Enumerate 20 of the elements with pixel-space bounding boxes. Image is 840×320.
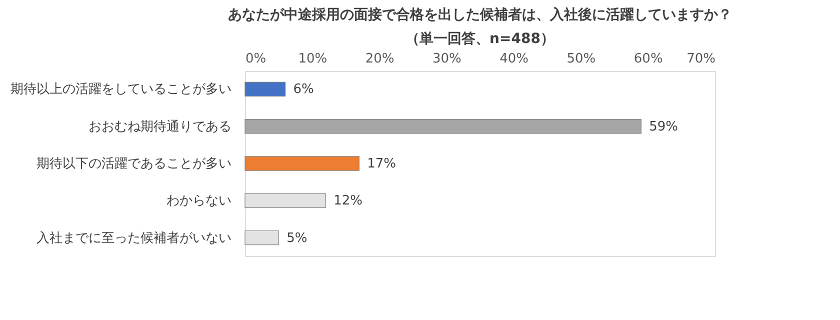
data-label: 5% xyxy=(286,230,308,246)
y-tick-label: 期待以上の活躍をしていることが多い xyxy=(10,82,232,98)
data-label: 17% xyxy=(367,156,396,172)
x-tick-label: 0% xyxy=(246,52,266,66)
chart-title: あなたが中途採用の面接で合格を出した候補者は、入社後に活躍していますか？ xyxy=(228,6,732,23)
x-tick-label: 60% xyxy=(634,52,663,66)
x-tick-label: 40% xyxy=(500,52,529,66)
x-tick-label: 10% xyxy=(298,52,328,66)
chart-subtitle: （単一回答、n=488） xyxy=(406,31,554,47)
y-tick-label: 入社までに至った候補者がいない xyxy=(36,230,232,246)
y-tick-label: おおむね期待通りである xyxy=(88,119,232,134)
x-tick-label: 70% xyxy=(686,52,716,66)
x-tick-label: 20% xyxy=(365,52,394,66)
x-tick-label: 30% xyxy=(432,52,462,66)
x-tick-label: 50% xyxy=(566,52,596,66)
y-tick-label: わからない xyxy=(166,194,232,209)
data-label: 6% xyxy=(293,82,314,98)
data-label: 59% xyxy=(649,119,678,134)
y-tick-label: 期待以下の活躍であることが多い xyxy=(36,156,232,172)
data-label: 12% xyxy=(334,194,362,209)
